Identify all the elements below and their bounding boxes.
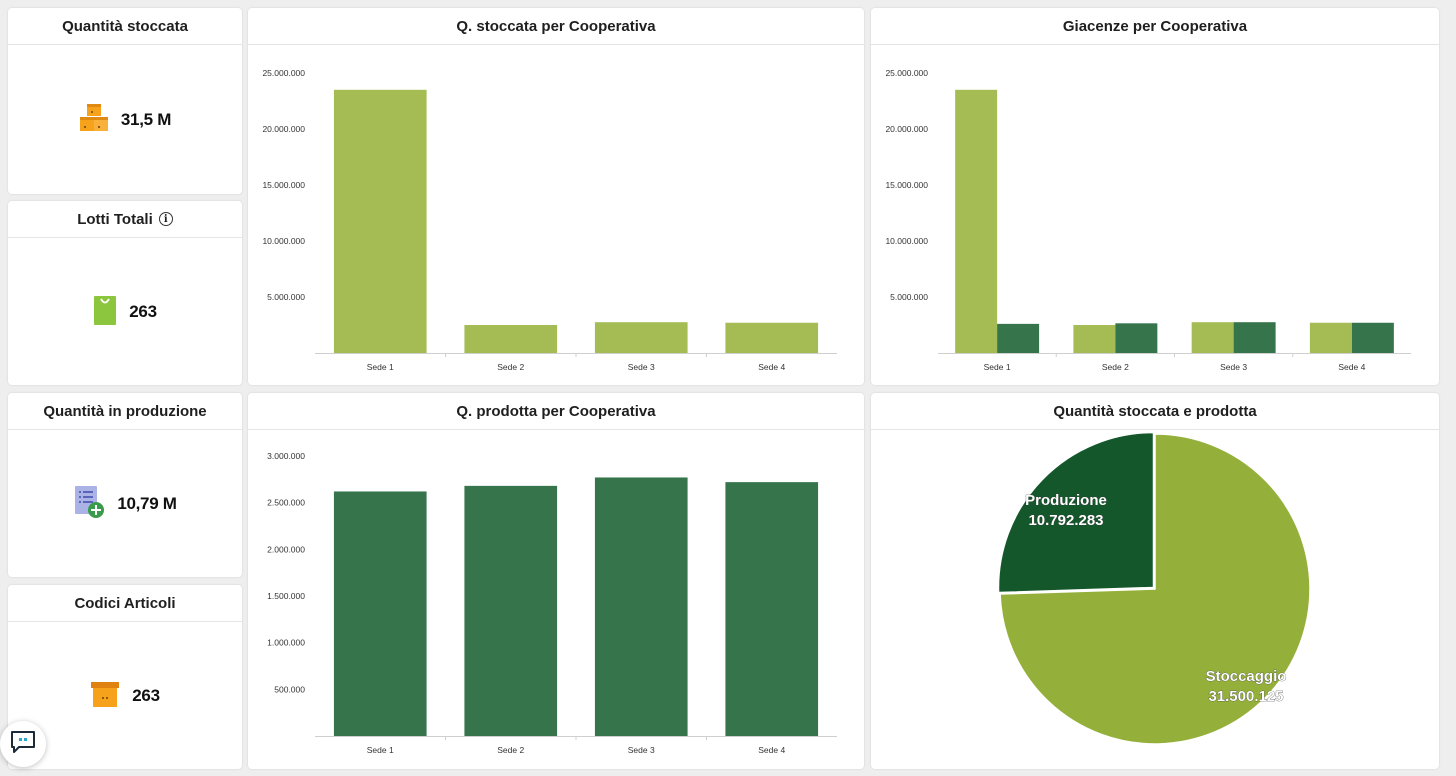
bar-prodotta-4[interactable]: [1351, 322, 1394, 353]
y-tick-label: 1.500.000: [267, 591, 305, 601]
pie-label-value: 31.500.125: [1208, 688, 1283, 705]
x-tick-label: Sede 1: [367, 362, 394, 372]
y-tick-label: 15.000.000: [262, 180, 305, 190]
chart-card-prodotta: Q. prodotta per Cooperativa 500.000 1.000…: [248, 393, 864, 769]
bar-stoccata-1[interactable]: [955, 89, 998, 354]
bar-prodotta-1[interactable]: [333, 491, 427, 736]
bar-stoccata-2[interactable]: [1073, 325, 1116, 353]
x-tick-label: Sede 4: [758, 362, 785, 372]
x-tick-label: Sede 2: [497, 362, 524, 372]
pie-slice-stoccaggio[interactable]: [999, 433, 1311, 745]
x-tick-label: Sede 3: [628, 745, 655, 755]
shopping-bag-icon: [93, 294, 117, 331]
kpi-card-stoccata: Quantità stoccata 31,5 M: [8, 8, 242, 194]
chart-prodotta: 500.000 1.000.000 1.500.000 2.000.000 2.500.…: [267, 451, 837, 755]
bar-prodotta-2[interactable]: [464, 485, 558, 736]
bar-stoccata-4[interactable]: [725, 322, 819, 353]
bar-stoccata-3[interactable]: [594, 322, 688, 353]
pie-slice-produzione[interactable]: [997, 431, 1155, 594]
y-tick-label: 20.000.000: [885, 124, 928, 134]
kpi-value: 10,79 M: [117, 494, 177, 513]
chart-card-stoccata: Q. stoccata per Cooperativa 5.000.000 10.…: [248, 8, 864, 385]
y-tick-label: 10.000.000: [262, 236, 305, 246]
x-tick-label: Sede 3: [628, 362, 655, 372]
bar-prodotta-1[interactable]: [997, 323, 1040, 353]
kpi-value: 31,5 M: [120, 110, 172, 129]
chart-pie: Produzione 10.792.283 Stoccaggio 31.500.125: [997, 431, 1311, 745]
y-tick-label: 25.000.000: [262, 68, 305, 78]
x-tick-label: Sede 1: [984, 362, 1011, 372]
chat-button[interactable]: [0, 721, 46, 767]
kpi-title-row: Lotti Totali i: [8, 201, 242, 238]
chart-title: Quantità stoccata e prodotta: [871, 393, 1439, 430]
bar-stoccata-2[interactable]: [464, 325, 558, 353]
pie-label-name: Stoccaggio: [1206, 668, 1287, 685]
y-tick-label: 2.500.000: [267, 498, 305, 508]
y-tick-label: 20.000.000: [262, 124, 305, 134]
bar-prodotta-2[interactable]: [1115, 323, 1158, 353]
x-tick-label: Sede 3: [1220, 362, 1247, 372]
chart-title: Q. prodotta per Cooperativa: [248, 393, 864, 430]
boxes-icon: [79, 103, 109, 138]
kpi-card-produzione: Quantità in produzione 10,79 M: [8, 393, 242, 577]
kpi-title: Codici Articoli: [8, 585, 242, 622]
bar-stoccata-1[interactable]: [333, 89, 427, 354]
x-tick-label: Sede 4: [758, 745, 785, 755]
kpi-title: Quantità in produzione: [8, 393, 242, 430]
bar-prodotta-3[interactable]: [1233, 322, 1276, 353]
y-tick-label: 500.000: [274, 684, 305, 694]
info-icon[interactable]: i: [158, 212, 173, 226]
x-tick-label: Sede 1: [367, 745, 394, 755]
pie-label-name: Produzione: [1025, 492, 1107, 509]
x-tick-label: Sede 2: [497, 745, 524, 755]
box-icon: [90, 679, 120, 714]
add-list-icon: [73, 485, 105, 524]
y-tick-label: 15.000.000: [885, 180, 928, 190]
kpi-card-lotti: Lotti Totali i 263: [8, 201, 242, 385]
y-tick-label: 10.000.000: [885, 236, 928, 246]
y-tick-label: 5.000.000: [890, 292, 928, 302]
chart-giacenze: 5.000.000 10.000.000 15.000.000 20.000.000 2…: [885, 68, 1411, 372]
y-tick-label: 1.000.000: [267, 638, 305, 648]
x-tick-label: Sede 4: [1338, 362, 1365, 372]
bar-stoccata-4[interactable]: [1309, 322, 1352, 353]
chat-icon: [10, 730, 36, 759]
bar-stoccata-3[interactable]: [1191, 322, 1234, 353]
kpi-value: 263: [129, 302, 157, 321]
y-tick-label: 2.000.000: [267, 544, 305, 554]
pie-label-value: 10.792.283: [1028, 512, 1103, 529]
kpi-card-codici: Codici Articoli 263: [8, 585, 242, 769]
kpi-value: 263: [132, 686, 160, 705]
y-tick-label: 3.000.000: [267, 451, 305, 461]
x-tick-label: Sede 2: [1102, 362, 1129, 372]
chart-stoccata: 5.000.000 10.000.000 15.000.000 20.000.000 2…: [262, 68, 837, 372]
y-tick-label: 5.000.000: [267, 292, 305, 302]
chart-card-giacenze: Giacenze per Cooperativa 5.000.000 10.000…: [871, 8, 1439, 385]
kpi-title: Lotti Totali: [77, 210, 153, 228]
kpi-title: Quantità stoccata: [8, 8, 242, 45]
chart-card-pie: Quantità stoccata e prodotta Produzione 1…: [871, 393, 1439, 769]
bar-prodotta-4[interactable]: [725, 482, 819, 736]
chart-title: Giacenze per Cooperativa: [871, 8, 1439, 45]
y-tick-label: 25.000.000: [885, 68, 928, 78]
bar-prodotta-3[interactable]: [594, 477, 688, 736]
chart-title: Q. stoccata per Cooperativa: [248, 8, 864, 45]
